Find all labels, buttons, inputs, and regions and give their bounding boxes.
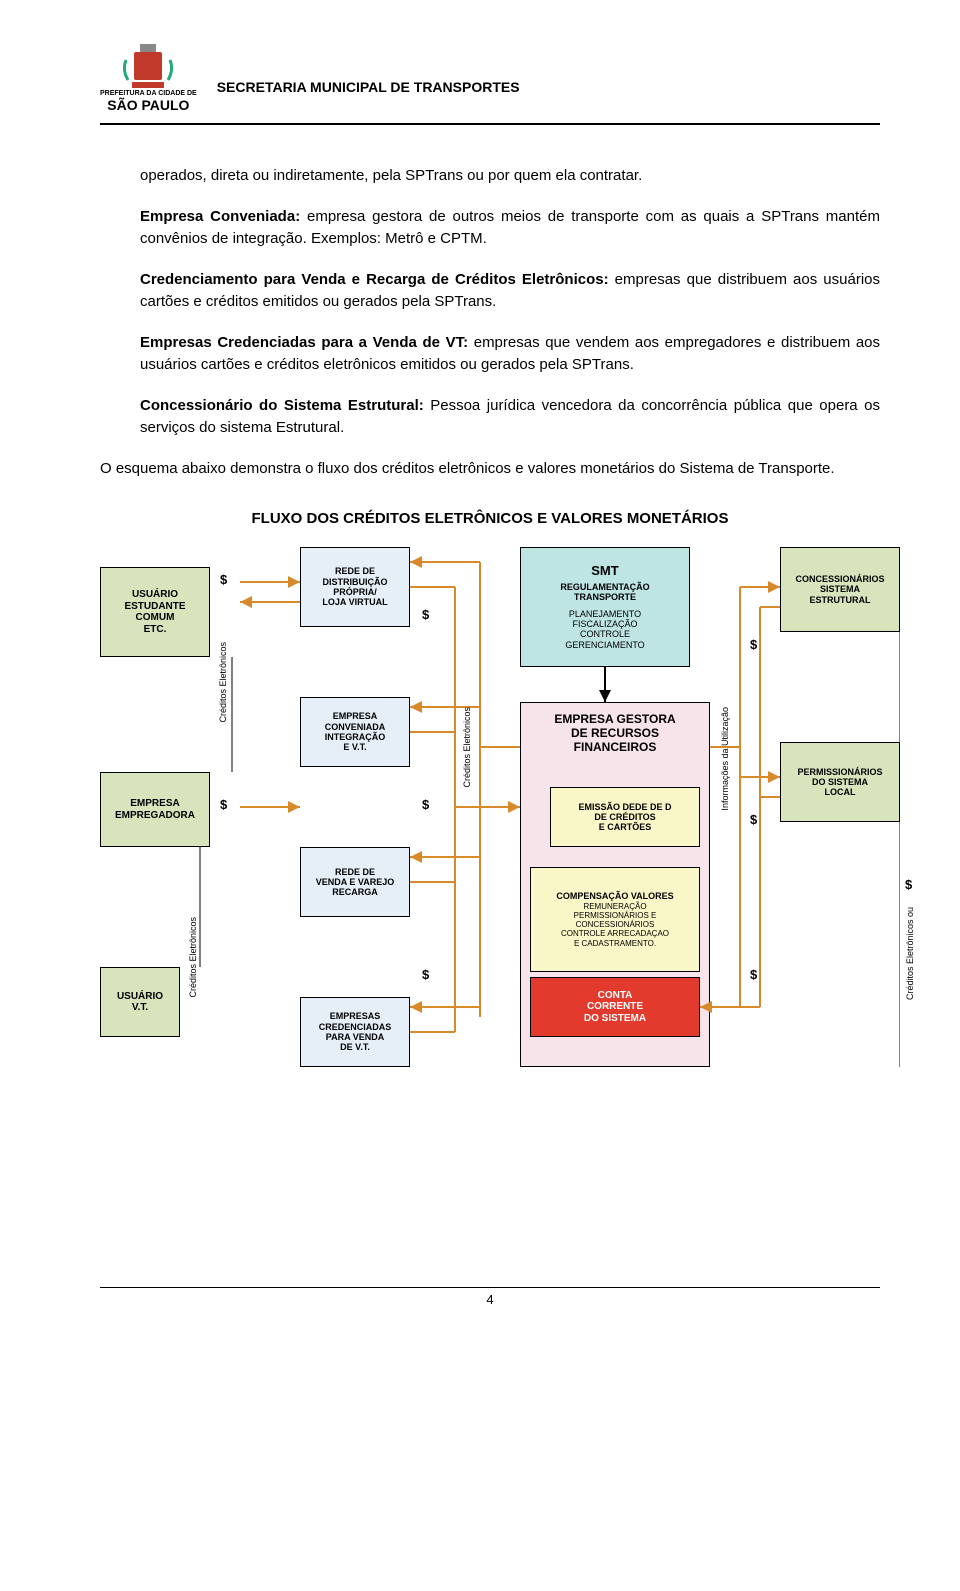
dollar-d1: $: [220, 572, 227, 587]
node-usuario_vt: USUÁRIOV.T.: [100, 967, 180, 1037]
node-usuario_estudante: USUÁRIOESTUDANTECOMUMETC.: [100, 567, 210, 657]
dollar-d9: $: [905, 877, 912, 892]
dollar-d6: $: [750, 637, 757, 652]
dollar-d3: $: [422, 607, 429, 622]
dollar-d2: $: [220, 797, 227, 812]
dollar-d4: $: [422, 797, 429, 812]
header-title: SECRETARIA MUNICIPAL DE TRANSPORTES: [217, 59, 880, 95]
footer-rule: [100, 1287, 880, 1288]
p4-term: Empresas Credenciadas para a Venda de VT…: [140, 334, 468, 351]
node-compensacao: COMPENSAÇÃO VALORESREMUNERAÇÃOPERMISSION…: [530, 867, 700, 972]
node-rede_dist: REDE DEDISTRIBUIÇÃOPRÓPRIA/LOJA VIRTUAL: [300, 547, 410, 627]
paragraph-2: Empresa Conveniada: empresa gestora de o…: [140, 206, 880, 251]
node-concess: CONCESSIONÁRIOSSISTEMAESTRUTURAL: [780, 547, 900, 632]
vlabel-v4: Informações da Utilização: [720, 707, 730, 811]
node-empresa_empregadora: EMPRESAEMPREGADORA: [100, 772, 210, 847]
vlabel-v1: Créditos Eletrônicos: [218, 642, 228, 723]
logo-text-city: SÃO PAULO: [107, 98, 189, 113]
dollar-d8: $: [750, 967, 757, 982]
p5-term: Concessionário do Sistema Estrutural:: [140, 397, 424, 414]
node-rede_venda: REDE DEVENDA E VAREJORECARGA: [300, 847, 410, 917]
header-rule: [100, 123, 880, 125]
node-empresa_conv: EMPRESACONVENIADAINTEGRAÇÃOE V.T.: [300, 697, 410, 767]
node-smt: SMTREGULAMENTAÇÃOTRANSPORTEPLANEJAMENTOF…: [520, 547, 690, 667]
node-empresas_cred: EMPRESASCREDENCIADASPARA VENDADE V.T.: [300, 997, 410, 1067]
dollar-d5: $: [422, 967, 429, 982]
node-emissao: EMISSÃO DEDE DE DDE CRÉDITOSE CARTÕES: [550, 787, 700, 847]
flow-diagram: EMPRESA GESTORADE RECURSOSFINANCEIROS: [100, 547, 900, 1087]
logo: PREFEITURA DA CIDADE DE SÃO PAULO: [100, 40, 197, 113]
diagram-title: FLUXO DOS CRÉDITOS ELETRÔNICOS E VALORES…: [100, 510, 880, 527]
p3-term: Credenciamento para Venda e Recarga de C…: [140, 271, 609, 288]
paragraph-3: Credenciamento para Venda e Recarga de C…: [140, 269, 880, 314]
vlabel-v3: Créditos Eletrônicos: [462, 707, 472, 788]
vlabel-v5: Créditos Eletrônicos ou: [905, 907, 915, 1000]
node-permiss: PERMISSIONÁRIOSDO SISTEMALOCAL: [780, 742, 900, 822]
node-conta: CONTACORRENTEDO SISTEMA: [530, 977, 700, 1037]
paragraph-5: Concessionário do Sistema Estrutural: Pe…: [140, 395, 880, 440]
page-number: 4: [100, 1292, 880, 1307]
page-header: PREFEITURA DA CIDADE DE SÃO PAULO SECRET…: [100, 40, 880, 113]
paragraph-4: Empresas Credenciadas para a Venda de VT…: [140, 332, 880, 377]
paragraph-1: operados, direta ou indiretamente, pela …: [140, 165, 880, 188]
p2-term: Empresa Conveniada:: [140, 208, 300, 225]
paragraph-6: O esquema abaixo demonstra o fluxo dos c…: [100, 458, 880, 481]
vlabel-v2: Créditos Eletrônicos: [188, 917, 198, 998]
dollar-d7: $: [750, 812, 757, 827]
coat-of-arms-icon: [118, 40, 178, 90]
